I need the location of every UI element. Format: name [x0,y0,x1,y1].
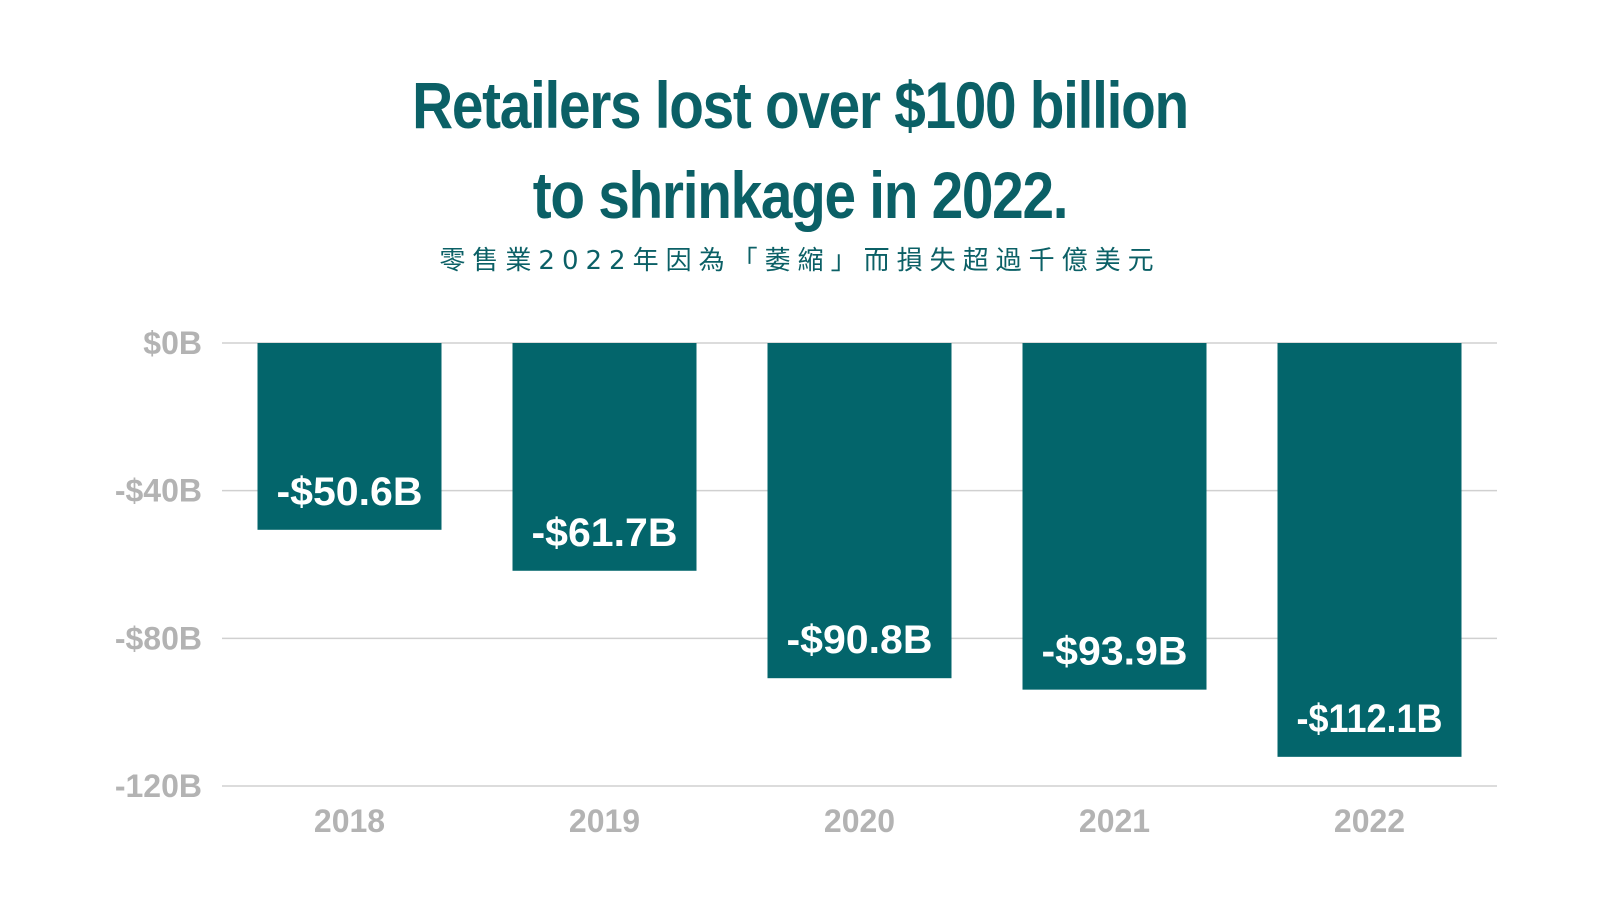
bar-value-label: -$50.6B [277,470,423,514]
bar [1022,343,1207,690]
x-axis-tick-labels: 2018 2019 2020 2021 2022 [314,803,1405,839]
bar-value-labels: -$50.6B -$61.7B -$90.8B -$93.9B -$112.1B [277,470,1443,741]
x-tick-label: 2019 [569,803,640,839]
x-tick-label: 2018 [314,803,385,839]
y-tick-label: -$80B [115,620,202,656]
bar [767,343,952,679]
bars [257,343,1462,757]
chart-title-line-2: to shrinkage in 2022. [532,158,1069,232]
bar-value-label: -$61.7B [532,511,678,555]
bar-value-label: -$90.8B [787,618,933,662]
chart-title-line-1: Retailers lost over $100 billion [412,68,1189,142]
y-tick-label: -120B [115,768,202,804]
bar-value-label: -$93.9B [1042,630,1188,674]
y-tick-label: $0B [143,325,202,361]
chart-subtitle: 零售業2022年因為「萎縮」而損失超過千億美元 [439,246,1161,276]
bar [1277,343,1462,757]
bar [512,343,697,571]
x-tick-label: 2020 [824,803,895,839]
x-tick-label: 2022 [1334,803,1405,839]
y-axis-tick-labels: $0B -$40B -$80B -120B [115,325,202,804]
bar-value-label: -$112.1B [1297,697,1443,741]
bar [257,343,442,530]
x-tick-label: 2021 [1079,803,1150,839]
y-tick-label: -$40B [115,473,202,509]
